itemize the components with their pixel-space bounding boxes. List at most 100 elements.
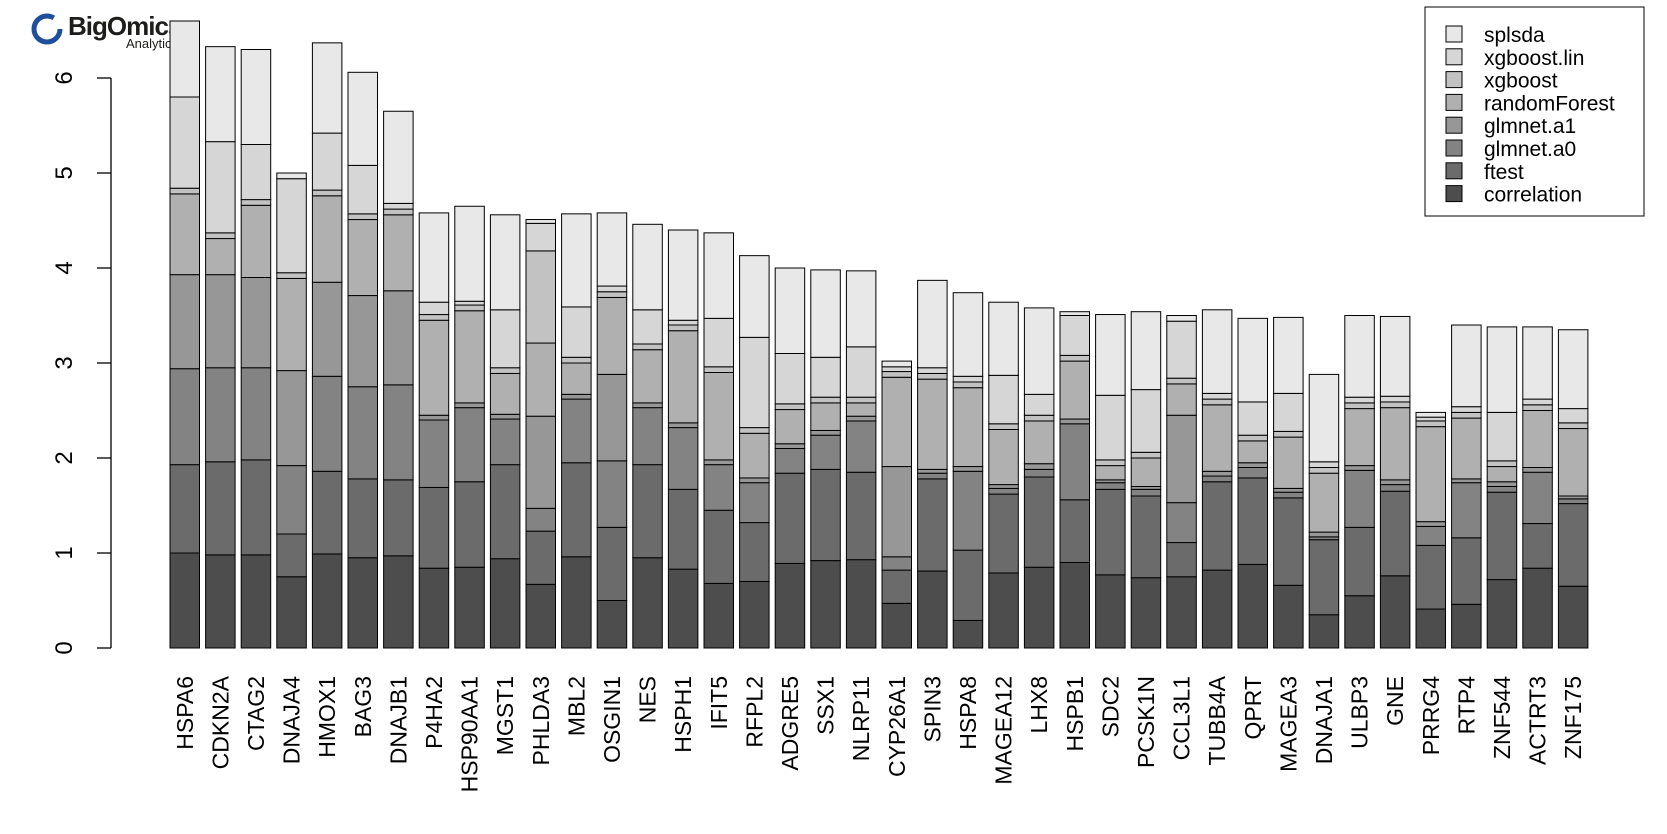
bar-segment-ftest [1201,481,1233,571]
bar-segment-xgboost.lin [383,202,414,210]
bar-segment-glmnet.a1 [845,415,877,422]
bar-segment-xgboost.lin [1379,395,1411,403]
x-tick-label: ADGRE5 [777,676,803,771]
bar-segment-randomForest [1130,457,1162,487]
bar-segment-glmnet.a0 [205,367,236,463]
bar-segment-xgboost.lin [1557,408,1589,424]
y-tick-label: 4 [51,261,78,274]
bar-segment-ftest [489,464,521,560]
bar-segment-splsda [988,301,1019,376]
bar-segment-glmnet.a0 [347,386,378,480]
bar-segment-correlation [1166,576,1197,649]
bar-segment-correlation [1201,569,1233,649]
x-tick-label: HSPH1 [670,676,696,753]
bar-segment-glmnet.a1 [632,402,663,409]
x-tick-label: MBL2 [563,676,589,736]
bar-segment-xgboost.lin [988,374,1019,425]
bar-stack-ulbp3 [1344,315,1375,649]
bar-segment-randomForest [454,310,485,404]
bar-segment-ftest [1415,544,1446,610]
x-tick-label: IFIT5 [706,676,732,730]
bar-segment-correlation [703,582,734,649]
bar-segment-ftest [1557,503,1589,587]
bar-segment-xgboost.lin [1059,315,1090,356]
bar-segment-correlation [1451,603,1482,649]
bar-segment-glmnet.a1 [311,281,343,377]
bar-stack-cdkn2a [205,46,236,649]
bar-segment-correlation [347,557,378,649]
x-tick-label: SSX1 [813,676,839,735]
bar-segment-ftest [525,530,556,585]
x-tick-label: NES [635,676,661,723]
bar-segment-randomForest [632,349,663,404]
bar-segment-splsda [1059,311,1090,317]
bar-segment-glmnet.a0 [1095,482,1126,490]
bar-segment-xgboost [1095,459,1126,467]
bar-segment-xgboost [774,403,806,411]
bar-segment-ftest [1237,477,1268,565]
bar-segment-randomForest [667,330,699,424]
bar-segment-correlation [1557,585,1589,649]
bar-segment-glmnet.a1 [418,414,450,421]
bar-segment-glmnet.a1 [1415,521,1446,527]
bar-segment-splsda [703,232,734,319]
x-tick-label: DNAJA4 [279,676,305,764]
bar-segment-correlation [1237,563,1268,649]
bar-segment-glmnet.a1 [1522,467,1553,473]
bar-segment-ftest [810,468,841,562]
bar-stack-rtp4 [1451,324,1482,649]
bar-segment-ftest [1273,497,1304,586]
bar-segment-correlation [383,555,414,649]
x-tick-label: OSGIN1 [599,676,625,763]
bar-segment-randomForest [1415,426,1446,523]
bar-segment-glmnet.a1 [1023,463,1055,470]
y-tick-label: 0 [51,641,78,654]
legend-swatch-glmnet.a0 [1445,139,1463,157]
bar-segment-randomForest [774,409,806,445]
bar-segment-xgboost [311,189,343,197]
bar-stack-hspa8 [952,292,984,649]
bar-segment-glmnet.a0 [845,420,877,473]
bar-segment-splsda [1451,324,1482,408]
bar-segment-glmnet.a0 [525,507,556,532]
bar-stack-nlrp11 [845,270,877,649]
bar-segment-splsda [1308,373,1340,463]
bar-segment-glmnet.a1 [454,402,485,409]
bar-stack-mbl2 [561,213,592,649]
bar-segment-xgboost [1237,434,1268,442]
x-tick-label: ACTRT3 [1525,676,1551,765]
bar-segment-glmnet.a0 [1130,488,1162,497]
bar-segment-xgboost [1379,401,1411,409]
bar-segment-randomForest [276,277,307,372]
bar-segment-xgboost.lin [418,301,450,316]
bar-segment-ftest [667,488,699,570]
bar-segment-glmnet.a0 [1486,486,1518,493]
bar-segment-correlation [1095,574,1126,649]
bar-segment-splsda [1201,309,1233,394]
bar-segment-glmnet.a1 [667,422,699,429]
bar-segment-correlation [632,557,663,649]
bar-segment-randomForest [810,402,841,431]
y-tick-label: 1 [51,546,78,559]
x-tick-label: HSPB1 [1062,676,1088,751]
bar-segment-xgboost.lin [489,309,521,369]
x-tick-label: HSP90AA1 [457,676,483,792]
bar-segment-xgboost [489,367,521,374]
x-tick-label: CCL3L1 [1169,676,1195,760]
bar-segment-xgboost [1273,430,1304,438]
bar-stack-prrg4 [1415,411,1446,649]
x-tick-label: GNE [1382,676,1408,726]
x-tick-label: QPRT [1240,676,1266,739]
bar-segment-glmnet.a1 [1379,479,1411,486]
bar-segment-correlation [917,570,948,649]
bar-segment-glmnet.a1 [1486,481,1518,487]
bar-segment-glmnet.a1 [561,393,592,400]
x-tick-label: P4HA2 [421,676,447,749]
bar-segment-randomForest [596,296,628,375]
legend-label-xgboost: xgboost [1484,70,1558,93]
bar-segment-glmnet.a0 [561,398,592,464]
bar-segment-splsda [596,212,628,287]
bar-segment-ftest [1059,499,1090,563]
bar-segment-glmnet.a1 [169,274,200,370]
bar-stack-hspa6 [169,20,200,649]
